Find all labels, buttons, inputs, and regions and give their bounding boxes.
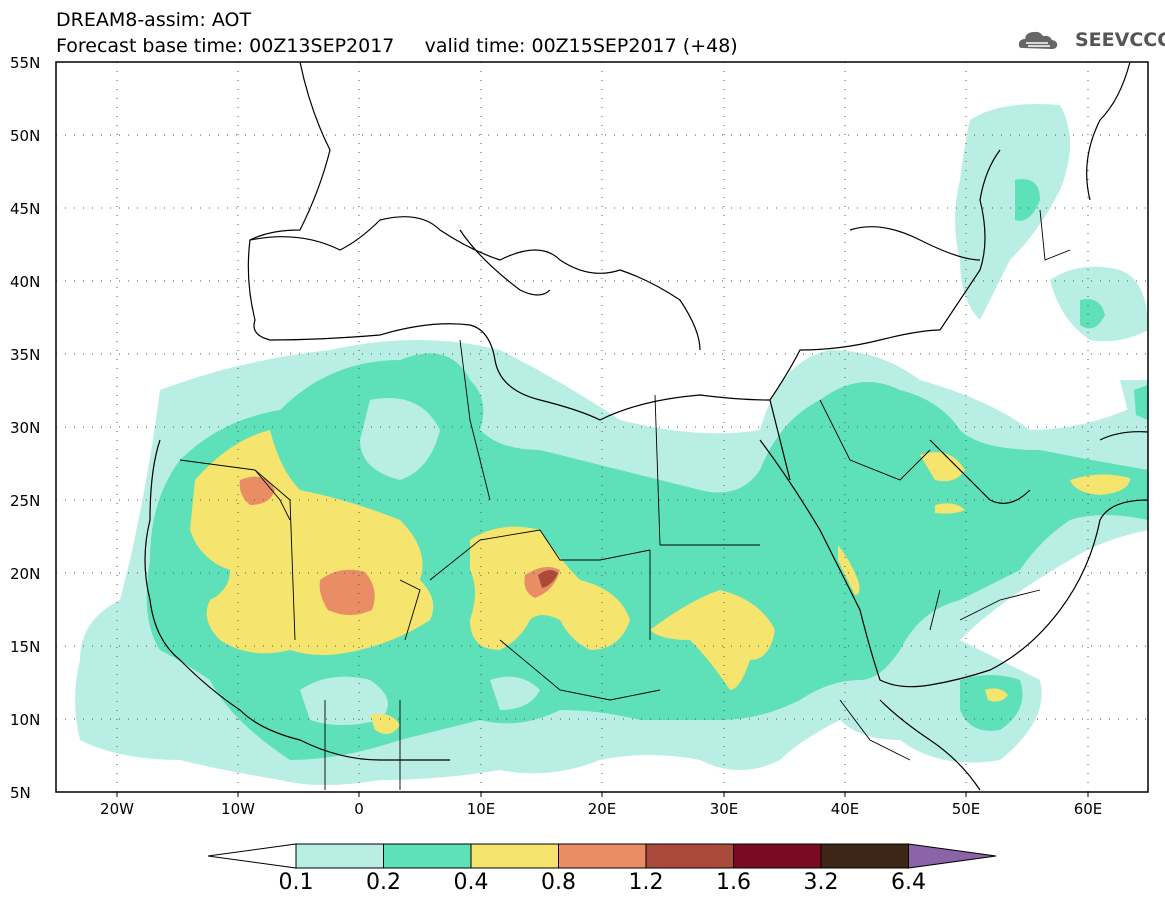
lat-label-5n: 5N <box>10 784 31 802</box>
forecast-time-line: Forecast base time: 00Z13SEP2017 valid t… <box>56 35 738 57</box>
lon-label-20e: 20E <box>587 800 617 818</box>
colorbar-label-1.2: 1.2 <box>628 870 664 895</box>
colorbar-bin-3.2-6.4 <box>820 843 909 869</box>
colorbar-label-1.6: 1.6 <box>716 870 751 895</box>
colorbar-label-0.1: 0.1 <box>278 870 314 895</box>
lat-label-40n: 40N <box>10 273 41 291</box>
seevccc-cloud-logo-icon <box>1018 31 1058 49</box>
colorbar-label-3.2: 3.2 <box>803 870 839 895</box>
aot-band-0.2-0.4 <box>146 179 1148 760</box>
lon-label-40e: 40E <box>830 800 860 818</box>
lon-label-30e: 30E <box>709 800 739 818</box>
lon-label-10w: 10W <box>221 800 255 818</box>
lat-lon-grid <box>56 62 1148 792</box>
axis-ticks <box>116 792 1089 797</box>
lat-label-15n: 15N <box>10 638 41 656</box>
colorbar-label-0.8: 0.8 <box>541 870 576 895</box>
lat-label-55n: 55N <box>10 54 41 72</box>
lon-label-50e: 50E <box>951 800 981 818</box>
lat-label-25n: 25N <box>10 492 41 510</box>
lat-label-35n: 35N <box>10 346 41 364</box>
seevccc-logo-text: SEEVCCC <box>1075 29 1165 51</box>
colorbar-bin-0.4-0.8 <box>470 843 559 869</box>
map-title: DREAM8-assim: AOT <box>56 9 252 31</box>
lat-label-50n: 50N <box>10 127 41 145</box>
colorbar-bin-0.2-0.4 <box>383 843 472 869</box>
country-borders <box>179 209 1071 790</box>
colorbar-label-0.2: 0.2 <box>366 870 401 895</box>
colorbar-bin-0.1-0.2 <box>295 843 384 869</box>
lat-label-20n: 20N <box>10 565 41 583</box>
colorbar-high-arrow <box>908 843 997 869</box>
coastlines <box>144 62 1148 791</box>
lon-label-60e: 60E <box>1073 800 1103 818</box>
aot-band-1.2-1.6 <box>538 569 558 588</box>
lat-label-30n: 30N <box>10 419 41 437</box>
lat-label-10n: 10N <box>10 711 41 729</box>
lon-label-0: 0 <box>354 800 364 818</box>
lon-label-20w: 20W <box>100 800 134 818</box>
colorbar-bin-1.2-1.6 <box>645 843 734 869</box>
colorbar-low-arrow <box>207 843 297 869</box>
lat-label-45n: 45N <box>10 200 41 218</box>
colorbar-label-0.4: 0.4 <box>453 870 489 895</box>
colorbar-label-6.4: 6.4 <box>891 870 926 895</box>
colorbar-bin-0.8-1.2 <box>558 843 647 869</box>
colorbar-bin-1.6-3.2 <box>733 843 822 869</box>
lon-label-10e: 10E <box>466 800 496 818</box>
